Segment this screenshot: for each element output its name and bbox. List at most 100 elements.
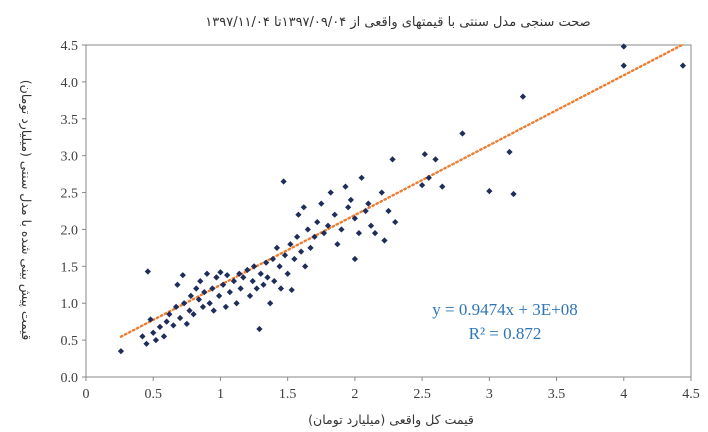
data-point — [163, 318, 170, 325]
data-point — [206, 300, 213, 307]
data-point — [237, 285, 244, 292]
x-tick-label: 2 — [351, 387, 358, 402]
x-tick-label: 2.5 — [413, 387, 431, 402]
data-point — [418, 182, 426, 189]
data-point — [378, 189, 385, 196]
data-point — [117, 348, 125, 355]
data-point — [459, 130, 466, 137]
data-point — [318, 200, 325, 207]
trendline-equation: y = 0.9474x + 3E+08 — [432, 300, 577, 319]
data-point — [345, 204, 352, 211]
data-point — [288, 286, 295, 294]
data-point — [367, 222, 375, 229]
data-point — [217, 269, 224, 276]
data-point — [170, 322, 177, 329]
data-point — [679, 62, 687, 69]
data-point — [421, 151, 428, 158]
data-point — [297, 248, 305, 255]
data-point — [314, 218, 321, 226]
data-point — [263, 259, 270, 266]
data-point — [176, 314, 184, 322]
data-point — [226, 289, 233, 296]
data-point — [342, 183, 349, 190]
data-point — [338, 226, 345, 233]
data-point — [293, 233, 301, 240]
data-point — [295, 211, 302, 218]
data-point — [174, 281, 181, 288]
data-point — [510, 190, 517, 198]
plot-area — [85, 43, 692, 378]
data-point — [166, 311, 173, 318]
data-point — [267, 300, 274, 307]
data-point — [213, 274, 220, 281]
y-tick-label: 2.5 — [61, 187, 79, 202]
y-tick-label: 3.5 — [61, 113, 79, 128]
data-point — [331, 211, 338, 218]
y-tick-label: 4.0 — [61, 76, 79, 91]
data-point — [277, 285, 285, 292]
r-squared-label: R² = 0.872 — [469, 324, 542, 343]
data-point — [519, 93, 527, 100]
data-point — [347, 196, 354, 204]
data-point — [327, 189, 334, 196]
x-tick-label: 4 — [620, 387, 627, 402]
x-tick-label: 3 — [486, 387, 493, 402]
y-tick-label: 1.0 — [61, 297, 79, 312]
data-point — [253, 285, 260, 292]
y-axis-label: قیمت پیش بینی شده با مدل سنتی (میلیارد ت… — [18, 80, 34, 340]
x-tick-label: 0.5 — [144, 387, 162, 402]
x-tick-label: 1.5 — [279, 387, 297, 402]
data-point — [486, 187, 493, 195]
y-tick-label: 3.0 — [61, 150, 79, 165]
data-point — [389, 156, 396, 163]
data-point — [365, 200, 372, 207]
data-point — [246, 292, 254, 299]
y-tick-label: 0.0 — [61, 371, 79, 386]
data-point — [233, 300, 240, 307]
data-point — [203, 270, 211, 277]
data-point — [276, 263, 283, 270]
plot-frame — [85, 44, 692, 378]
data-point — [144, 268, 151, 275]
data-point — [193, 285, 200, 292]
data-point — [302, 263, 309, 270]
data-point — [351, 255, 359, 263]
data-point — [300, 204, 307, 211]
data-point — [260, 281, 267, 288]
data-point — [222, 303, 229, 311]
data-point — [425, 174, 432, 181]
data-point — [156, 323, 164, 330]
y-tick-label: 4.5 — [61, 39, 79, 54]
data-point — [183, 320, 190, 327]
data-point — [620, 62, 627, 69]
data-point — [249, 277, 256, 285]
data-point — [273, 244, 281, 252]
data-point — [506, 148, 513, 156]
data-point — [358, 174, 365, 181]
data-point — [304, 226, 311, 233]
data-point — [291, 255, 298, 263]
data-point — [152, 336, 160, 344]
x-axis: 0 0.5 1 1.5 2 2.5 3 3.5 4 4.5 — [83, 377, 700, 402]
x-axis-label: قیمت کل واقعی (میلیارد تومان) — [308, 412, 474, 428]
data-point — [199, 303, 207, 311]
data-point — [215, 292, 223, 299]
data-point — [284, 270, 291, 277]
y-tick-label: 2.0 — [61, 223, 79, 238]
data-point — [355, 230, 363, 237]
data-point — [334, 241, 341, 248]
data-point — [250, 263, 258, 270]
data-point — [381, 237, 388, 244]
data-point — [197, 277, 204, 285]
data-point — [186, 307, 193, 314]
data-point — [256, 325, 263, 333]
x-tick-label: 4.5 — [682, 387, 700, 402]
chart-title: صحت سنجی مدل سنتی با قیمتهای واقعی از ۱۳… — [205, 15, 590, 30]
data-point — [432, 156, 439, 163]
data-point — [307, 244, 314, 252]
x-tick-label: 3.5 — [548, 387, 566, 402]
data-point — [620, 43, 627, 50]
data-point — [160, 333, 168, 340]
y-tick-label: 0.5 — [61, 334, 79, 349]
data-point — [143, 340, 150, 347]
